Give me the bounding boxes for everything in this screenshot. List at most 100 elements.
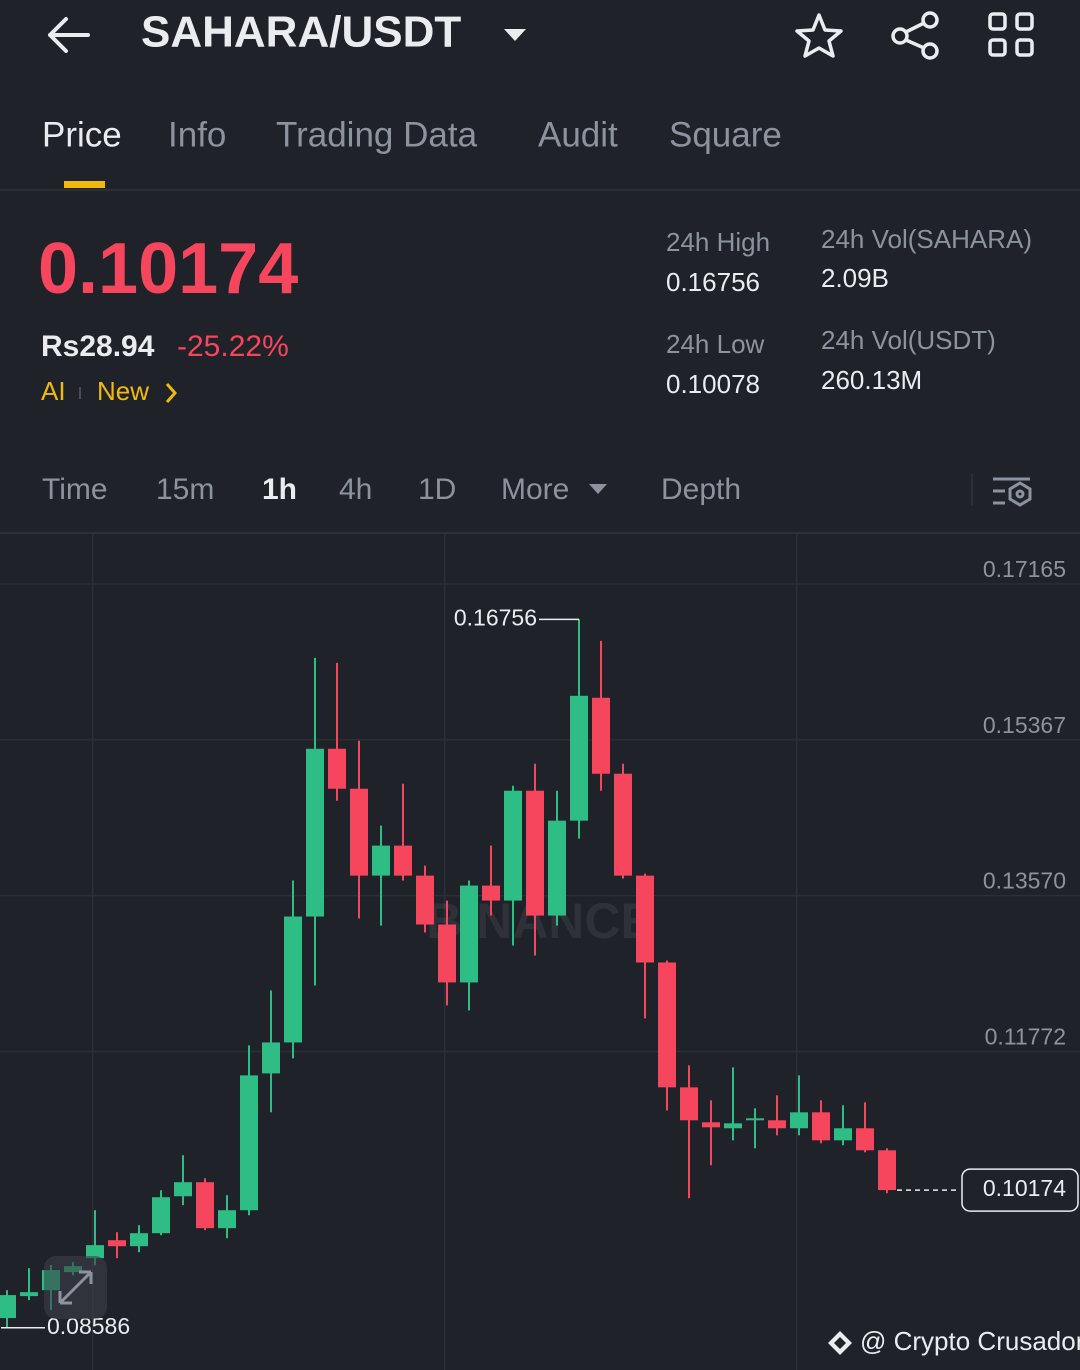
candle-body xyxy=(284,916,302,1043)
grid-cell xyxy=(988,12,1007,31)
expand-button[interactable] xyxy=(44,1256,107,1319)
tab[interactable]: Info xyxy=(168,115,226,154)
separator xyxy=(79,387,81,399)
interval[interactable]: 4h xyxy=(339,473,372,506)
candle-body xyxy=(526,790,544,916)
stat-value: 260.13M xyxy=(821,365,922,395)
stat-value: 0.10078 xyxy=(666,369,760,399)
grid-cell xyxy=(988,38,1007,57)
candle-body xyxy=(306,748,324,917)
tab[interactable]: Trading Data xyxy=(276,115,478,154)
back-button[interactable] xyxy=(48,17,90,53)
stat-label: 24h Vol(USDT) xyxy=(821,325,996,355)
candle-body xyxy=(570,695,588,821)
candle-body xyxy=(768,1120,786,1129)
candle-body xyxy=(108,1240,126,1247)
candle-body xyxy=(152,1197,170,1234)
candle-body xyxy=(548,820,566,916)
tab[interactable]: Square xyxy=(669,115,782,154)
candle-body xyxy=(834,1128,852,1141)
candle-body xyxy=(240,1075,258,1211)
pair-dropdown[interactable] xyxy=(504,29,526,41)
grid-cell xyxy=(1015,12,1034,31)
divider xyxy=(0,189,1080,191)
candle-body xyxy=(218,1210,236,1229)
candle-body xyxy=(658,962,676,1088)
candle-body xyxy=(86,1245,104,1259)
separator xyxy=(971,474,973,506)
tab-active[interactable]: Price xyxy=(42,115,122,154)
interval[interactable]: 1D xyxy=(418,473,456,506)
settings-dot xyxy=(1015,489,1025,499)
y-tick-label: 0.11772 xyxy=(985,1024,1066,1050)
candle-body xyxy=(878,1150,896,1191)
interval[interactable]: Time xyxy=(42,473,108,506)
share-node xyxy=(921,42,939,60)
price-change: -25.22% xyxy=(177,330,289,363)
favorite-icon[interactable] xyxy=(795,13,843,58)
grid-cell xyxy=(1015,38,1034,57)
share-icon[interactable] xyxy=(891,11,939,60)
candle-body xyxy=(372,845,390,876)
candle-body xyxy=(702,1122,720,1128)
time-grid-line xyxy=(92,534,94,1370)
stat-value: 0.16756 xyxy=(666,267,760,297)
watermark: @ Crypto Crusador xyxy=(860,1326,1080,1356)
last-price: 0.10174 xyxy=(38,229,298,309)
candle-body xyxy=(856,1128,874,1151)
candle-body xyxy=(746,1118,764,1121)
candle-body xyxy=(636,875,654,963)
stat-label: 24h Low xyxy=(666,329,765,359)
settings-lines xyxy=(993,477,1030,505)
new-chevron xyxy=(165,383,178,403)
candle-body xyxy=(438,924,456,983)
new-link[interactable]: New xyxy=(97,376,149,406)
expand-icon xyxy=(58,1270,93,1305)
candle-body xyxy=(130,1233,148,1247)
y-tick-label: 0.13570 xyxy=(983,868,1066,894)
candle-body xyxy=(614,773,632,876)
candle-body xyxy=(460,885,478,983)
grid-menu-icon[interactable] xyxy=(988,12,1034,57)
divider xyxy=(0,532,1080,534)
candle-body xyxy=(20,1292,38,1297)
y-tick-label: 0.17165 xyxy=(983,556,1066,582)
candle-body xyxy=(328,748,346,789)
candle-body xyxy=(812,1112,830,1141)
pair-title[interactable]: SAHARA/USDT xyxy=(141,8,461,57)
candle-body xyxy=(394,845,412,876)
stat-label: 24h Vol(SAHARA) xyxy=(821,224,1032,254)
candle-body xyxy=(724,1123,742,1129)
candle-body xyxy=(0,1295,16,1319)
interval-active[interactable]: 1h xyxy=(262,473,297,506)
last-price-box xyxy=(961,1168,1079,1212)
high-marker-label: 0.16756 xyxy=(454,604,537,630)
interval[interactable]: 15m xyxy=(156,473,214,506)
tab-indicator xyxy=(64,181,105,188)
candle-body xyxy=(482,885,500,901)
interval[interactable]: Depth xyxy=(661,473,741,506)
candle-body xyxy=(790,1112,808,1129)
watermark-logo xyxy=(828,1331,852,1355)
share-link xyxy=(905,21,925,50)
chart-settings-icon[interactable] xyxy=(993,477,1032,507)
stat-label: 24h High xyxy=(666,227,770,257)
back-icon xyxy=(48,17,90,53)
ai-link[interactable]: AI xyxy=(41,376,66,406)
stat-value: 2.09B xyxy=(821,263,889,293)
share-node xyxy=(891,27,909,45)
candle-body xyxy=(592,697,610,774)
tab[interactable]: Audit xyxy=(538,115,618,154)
fiat-price: Rs28.94 xyxy=(41,330,155,363)
interval[interactable]: More xyxy=(501,473,569,506)
more-dropdown xyxy=(589,484,607,494)
candle-body xyxy=(174,1182,192,1197)
candle-body xyxy=(196,1182,214,1229)
share-node xyxy=(921,11,939,29)
candle-body xyxy=(416,875,434,925)
candlestick-chart: BINANCE0.171650.153670.135700.117720.167… xyxy=(0,556,1080,1339)
candle-body xyxy=(350,788,368,876)
